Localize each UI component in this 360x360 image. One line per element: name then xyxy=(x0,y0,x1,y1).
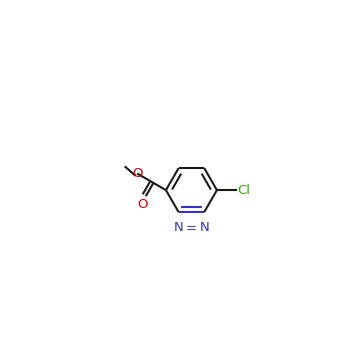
Text: Cl: Cl xyxy=(238,184,251,197)
Text: O: O xyxy=(138,198,148,211)
Text: N: N xyxy=(199,221,209,234)
Text: N: N xyxy=(174,221,184,234)
Text: O: O xyxy=(132,167,142,180)
Text: =: = xyxy=(186,222,197,235)
